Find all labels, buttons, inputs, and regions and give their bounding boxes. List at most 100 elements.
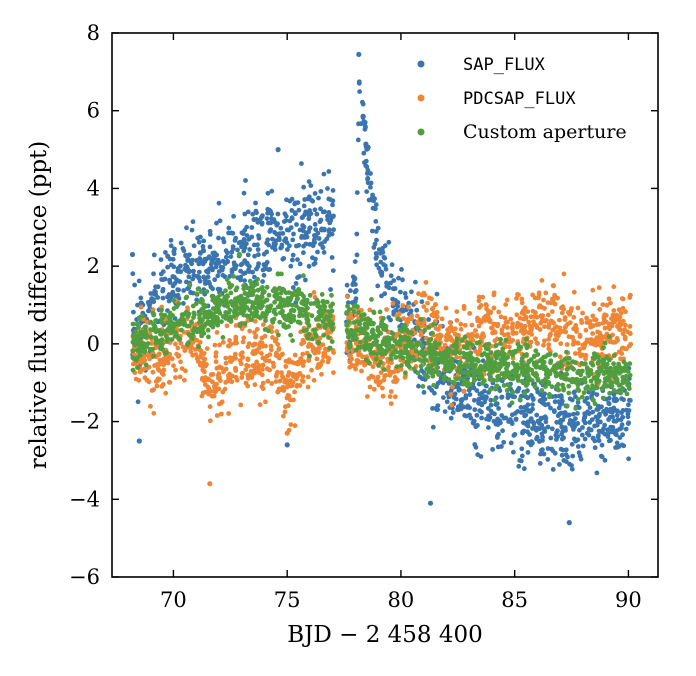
data-point [250,304,255,310]
data-point [495,444,501,450]
data-point [444,390,450,396]
data-point [521,466,527,472]
data-point [594,470,600,476]
data-point [446,377,452,382]
data-point [482,388,487,394]
data-point [525,373,531,378]
data-point [159,341,165,347]
data-point [302,307,307,313]
data-point [176,301,182,306]
data-point [183,253,189,259]
data-point [555,295,560,301]
data-point [496,366,502,372]
data-point [617,435,623,440]
data-point [183,295,189,301]
data-point [280,256,286,262]
data-point [426,317,431,322]
data-point [283,325,289,330]
data-point [578,377,584,383]
data-point [275,296,281,301]
data-point [255,299,261,304]
data-point [240,370,246,376]
data-point [441,395,446,400]
data-point [588,378,594,384]
data-point [178,240,184,246]
data-point [163,390,169,396]
data-point [185,256,191,262]
data-point [190,303,196,309]
legend-label: Custom aperture [463,121,627,143]
data-point [606,417,611,422]
data-point [304,312,310,317]
data-point [226,230,232,236]
data-point [628,292,633,298]
data-point [442,342,448,348]
data-point [590,397,596,403]
data-point [329,339,335,344]
data-point [379,270,385,275]
data-point [271,316,277,322]
data-point [260,362,266,368]
data-point [236,240,242,246]
data-point [528,339,534,345]
data-point [386,239,392,245]
data-point [620,318,626,324]
data-point [355,304,360,310]
data-point [345,294,350,300]
data-point [476,294,482,300]
data-point [151,387,157,392]
data-point [151,353,156,359]
data-point [240,354,246,360]
data-point [388,273,394,279]
data-point [454,354,459,360]
data-point [472,442,478,447]
data-point [468,350,474,356]
data-point [625,421,631,426]
data-point [528,442,534,448]
data-point [454,309,460,314]
data-point [516,346,522,352]
data-point [136,438,142,444]
data-point [278,302,283,307]
data-point [201,238,207,244]
data-point [316,323,322,329]
data-point [265,210,270,216]
data-point [628,398,633,403]
data-point [170,321,176,326]
data-point [242,211,248,217]
data-point [516,373,521,379]
data-point [300,313,306,318]
data-point [613,396,619,402]
data-point [270,236,275,242]
data-point [150,369,156,375]
y-tick-label: 4 [87,176,100,200]
data-point [175,278,181,284]
data-point [216,303,222,309]
data-point [183,368,188,374]
data-point [494,433,500,439]
y-tick-label: −4 [69,487,100,511]
data-point [530,371,536,376]
data-point [223,360,229,366]
data-point [264,249,270,255]
data-point [465,383,470,389]
data-point [376,346,382,352]
data-point [458,406,464,412]
data-point [386,364,391,370]
data-point [598,419,603,425]
data-point [354,252,360,258]
y-tick-label: −6 [69,565,100,589]
data-point [328,287,333,292]
data-point [417,357,422,362]
data-point [500,428,505,434]
data-point [526,358,532,364]
data-point [134,321,140,327]
data-point [306,322,312,328]
data-point [290,252,296,258]
x-tick-label: 75 [274,588,301,612]
data-point [130,271,136,277]
data-point [224,277,230,282]
data-point [390,301,396,306]
data-point [260,279,265,284]
data-point [486,425,491,430]
